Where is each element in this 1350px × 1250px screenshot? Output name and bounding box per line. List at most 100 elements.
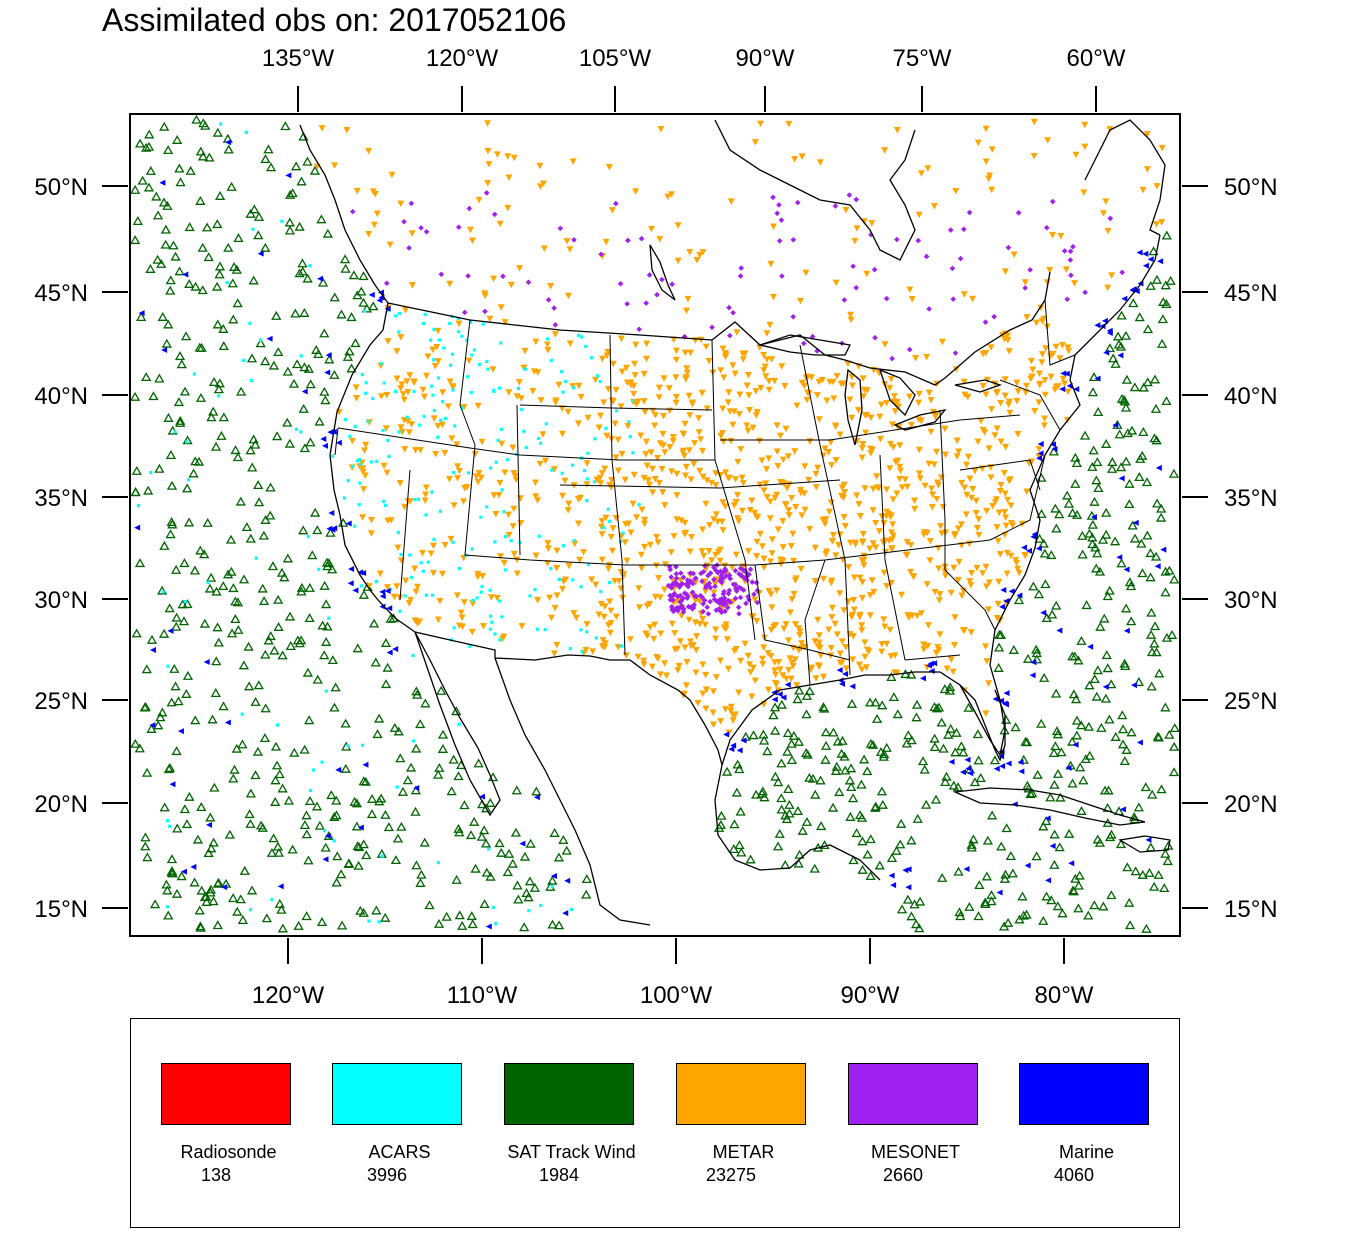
obs-marker xyxy=(804,772,815,782)
obs-marker xyxy=(691,440,699,447)
obs-marker xyxy=(998,697,1005,704)
obs-marker xyxy=(757,384,765,392)
obs-marker xyxy=(699,473,707,481)
obs-marker xyxy=(372,729,383,739)
obs-marker xyxy=(783,784,794,794)
obs-marker xyxy=(1156,784,1167,794)
obs-marker xyxy=(348,270,360,280)
obs-marker xyxy=(716,810,727,820)
obs-marker xyxy=(438,271,445,278)
obs-marker xyxy=(599,637,607,644)
obs-marker xyxy=(905,884,912,891)
obs-marker xyxy=(397,557,405,565)
obs-marker xyxy=(294,268,305,278)
obs-marker xyxy=(973,564,981,572)
obs-marker xyxy=(245,445,256,455)
obs-marker xyxy=(1114,429,1125,439)
obs-marker xyxy=(232,597,244,607)
obs-marker xyxy=(1003,701,1010,708)
obs-marker xyxy=(682,682,690,689)
obs-marker xyxy=(1108,272,1116,279)
obs-marker xyxy=(1115,839,1127,849)
obs-marker xyxy=(199,618,210,628)
obs-marker xyxy=(814,348,820,354)
obs-marker xyxy=(817,652,825,659)
obs-marker xyxy=(952,366,960,373)
obs-marker xyxy=(763,356,771,363)
obs-marker xyxy=(225,534,237,544)
obs-marker xyxy=(880,616,888,623)
obs-marker xyxy=(792,806,804,815)
obs-marker xyxy=(397,786,409,796)
obs-marker xyxy=(635,604,643,611)
obs-marker xyxy=(156,258,167,268)
obs-marker xyxy=(212,127,223,137)
obs-marker xyxy=(589,648,597,655)
obs-marker xyxy=(451,540,455,544)
obs-marker xyxy=(1083,721,1094,731)
obs-marker xyxy=(886,465,894,472)
obs-marker xyxy=(720,374,728,381)
obs-marker xyxy=(913,612,921,620)
obs-marker xyxy=(149,647,156,654)
obs-marker xyxy=(890,393,898,400)
obs-marker xyxy=(423,372,431,380)
obs-marker xyxy=(132,216,143,226)
obs-marker xyxy=(1151,435,1162,445)
obs-marker xyxy=(406,372,414,379)
legend-label: Marine xyxy=(1058,1142,1115,1162)
obs-marker xyxy=(986,172,994,179)
obs-marker xyxy=(1156,503,1167,513)
obs-marker xyxy=(676,638,684,645)
obs-marker xyxy=(877,799,888,809)
obs-marker xyxy=(841,523,849,530)
obs-marker xyxy=(1084,750,1095,760)
obs-marker xyxy=(593,437,597,441)
obs-marker xyxy=(785,507,793,514)
obs-marker xyxy=(1147,256,1154,263)
obs-marker xyxy=(732,498,740,506)
obs-marker xyxy=(1118,475,1125,482)
obs-marker xyxy=(858,666,866,673)
obs-marker xyxy=(859,441,867,448)
obs-marker xyxy=(695,415,703,422)
obs-marker xyxy=(672,399,680,407)
obs-marker xyxy=(1004,496,1012,504)
obs-marker xyxy=(915,237,922,244)
obs-marker xyxy=(671,646,679,653)
obs-marker xyxy=(214,269,225,279)
obs-marker xyxy=(858,754,870,764)
obs-marker xyxy=(749,424,757,432)
obs-marker xyxy=(662,672,670,680)
obs-marker xyxy=(238,660,250,670)
obs-marker xyxy=(905,614,913,621)
obs-marker xyxy=(212,920,223,930)
obs-marker xyxy=(504,153,512,160)
obs-marker xyxy=(876,413,884,421)
obs-marker xyxy=(283,795,295,805)
obs-marker xyxy=(999,603,1006,610)
obs-marker xyxy=(878,749,890,759)
obs-marker xyxy=(320,842,331,852)
obs-marker xyxy=(1077,530,1088,540)
obs-marker xyxy=(960,291,968,298)
obs-marker xyxy=(968,570,976,577)
obs-marker xyxy=(1091,475,1102,485)
obs-marker xyxy=(861,485,869,492)
obs-marker xyxy=(431,393,435,397)
obs-marker xyxy=(850,606,858,614)
obs-marker xyxy=(957,255,964,262)
obs-marker xyxy=(856,779,867,789)
obs-marker xyxy=(397,200,405,208)
obs-marker xyxy=(840,494,848,502)
obs-marker xyxy=(801,463,809,470)
obs-marker xyxy=(746,661,754,668)
obs-marker xyxy=(1037,304,1045,312)
obs-marker xyxy=(810,789,821,799)
obs-marker xyxy=(250,696,261,706)
obs-marker xyxy=(924,622,932,629)
obs-marker xyxy=(1104,832,1116,842)
obs-marker xyxy=(444,403,452,410)
obs-marker xyxy=(1099,210,1107,217)
obs-marker xyxy=(982,158,990,166)
